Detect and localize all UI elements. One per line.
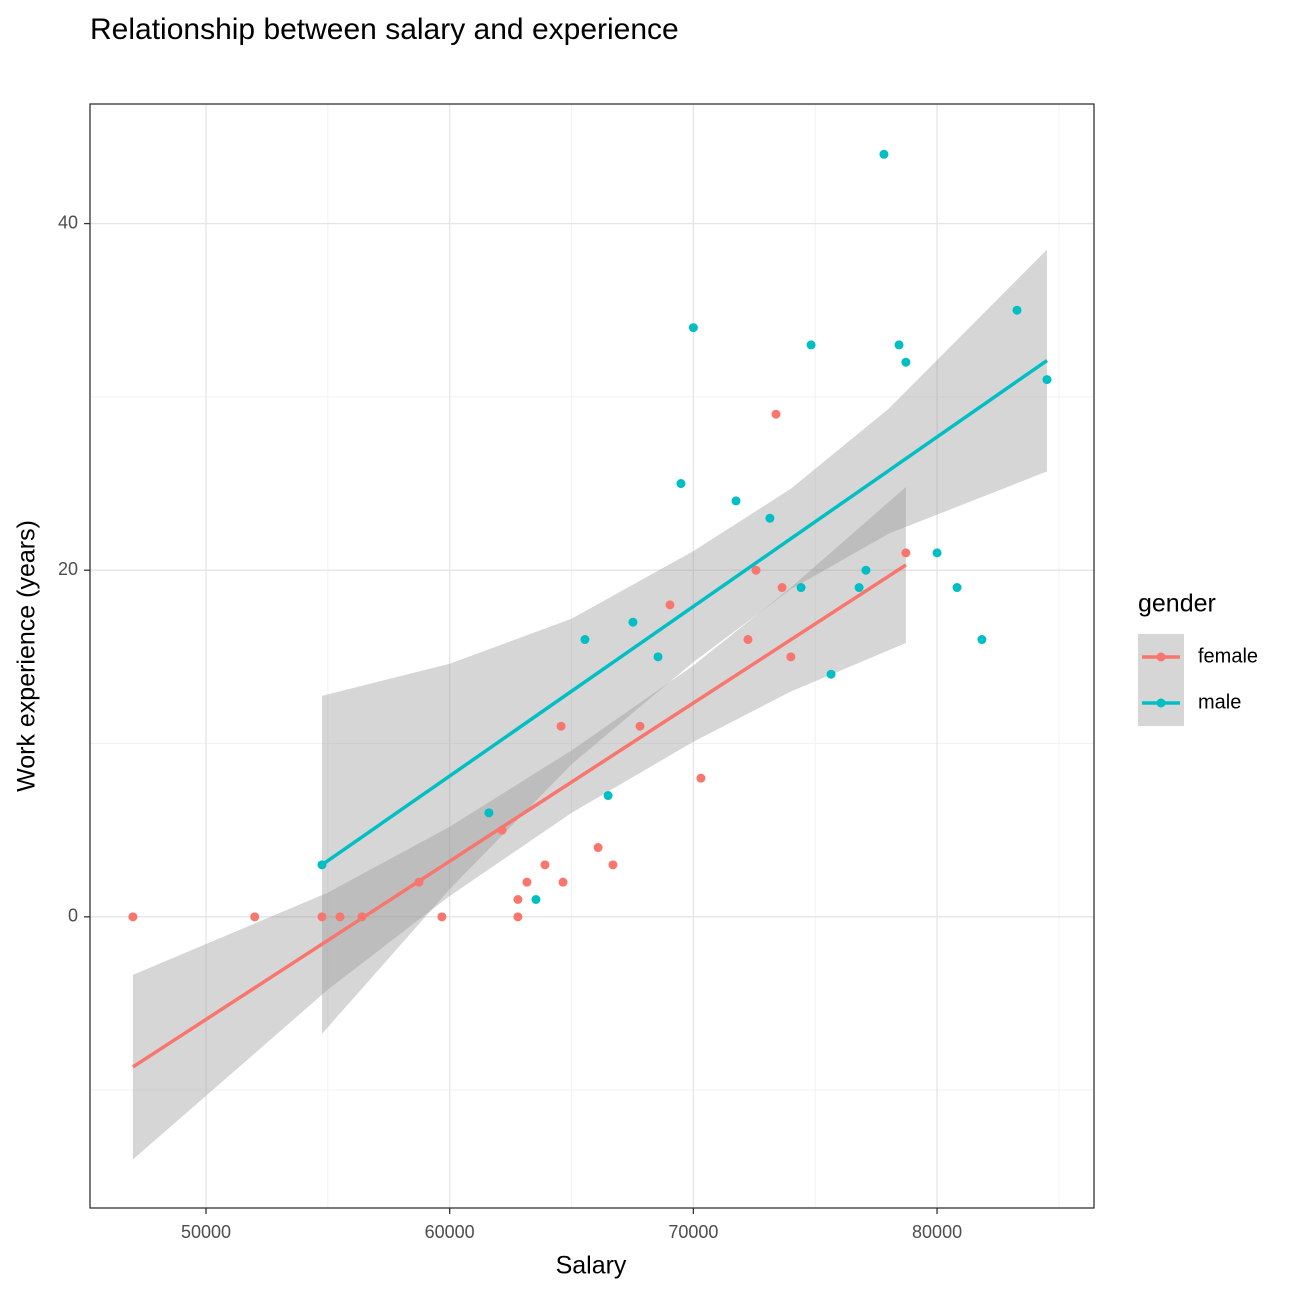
legend-label: male (1198, 691, 1241, 713)
point (653, 652, 663, 662)
legend-dot (1156, 698, 1166, 708)
point (932, 548, 942, 558)
point (901, 357, 911, 367)
point (628, 617, 638, 627)
point (786, 652, 796, 662)
point (665, 600, 675, 610)
point (826, 669, 836, 679)
point (743, 635, 753, 645)
point (696, 773, 706, 783)
point (513, 912, 523, 922)
point (317, 912, 327, 922)
x-tick-label: 80000 (912, 1222, 962, 1242)
legend-label: female (1198, 645, 1258, 667)
panel-border (89, 103, 1095, 1209)
point (531, 895, 541, 905)
point (1042, 375, 1052, 385)
chart-title: Relationship between salary and experien… (90, 13, 679, 46)
point (854, 583, 864, 593)
point (777, 583, 787, 593)
point (861, 565, 871, 575)
plot-area (128, 149, 1052, 1160)
point (558, 877, 568, 887)
point (335, 912, 345, 922)
point (806, 340, 816, 350)
confidence-band (132, 487, 906, 1160)
point (250, 912, 260, 922)
point (437, 912, 447, 922)
x-tick-label: 50000 (181, 1222, 231, 1242)
legend-title: gender (1138, 590, 1216, 618)
x-tick-label: 60000 (425, 1222, 475, 1242)
point (556, 721, 566, 731)
point (879, 149, 889, 159)
x-tick-label: 70000 (668, 1222, 718, 1242)
y-tick-label: 0 (68, 906, 78, 926)
point (603, 791, 613, 801)
point (128, 912, 138, 922)
confidence-band (321, 249, 1047, 1034)
point (731, 496, 741, 506)
point (894, 340, 904, 350)
point (608, 860, 618, 870)
fit-line (320, 359, 1048, 867)
y-axis-title: Work experience (years) (13, 520, 41, 792)
point (751, 565, 761, 575)
point (1012, 305, 1022, 315)
point (522, 877, 532, 887)
point (765, 513, 775, 523)
point (688, 323, 698, 333)
x-axis-title: Salary (556, 1252, 627, 1280)
point (796, 583, 806, 593)
point (513, 895, 523, 905)
point (676, 479, 686, 489)
point (593, 843, 603, 853)
point (771, 409, 781, 419)
point (540, 860, 550, 870)
point (635, 721, 645, 731)
point (952, 583, 962, 593)
y-tick-label: 40 (58, 212, 78, 232)
point (484, 808, 494, 818)
point (580, 635, 590, 645)
point (977, 635, 987, 645)
legend-dot (1156, 652, 1166, 662)
fit-line (131, 563, 907, 1069)
y-tick-label: 20 (58, 559, 78, 579)
point (901, 548, 911, 558)
